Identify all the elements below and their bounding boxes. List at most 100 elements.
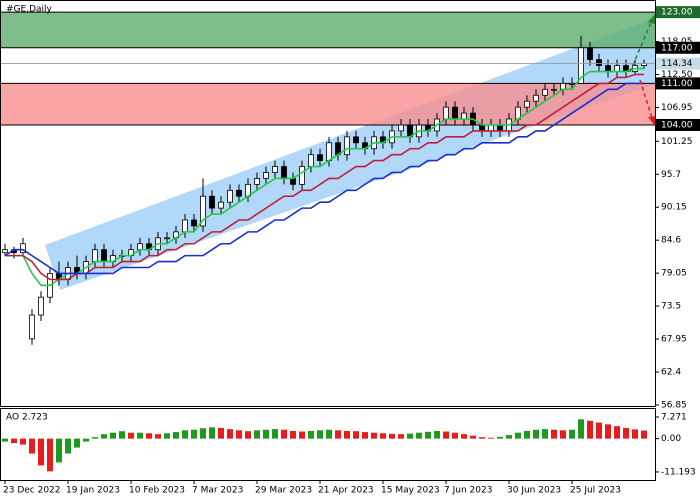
- ao-tick-label: 0.00: [661, 434, 681, 444]
- ao-bar: [317, 430, 323, 439]
- y-tick-label: 84.6: [661, 236, 681, 246]
- zone: [1, 12, 655, 48]
- level-label: 111.00: [661, 79, 693, 89]
- ao-bar: [416, 432, 422, 439]
- candle-body: [398, 124, 404, 132]
- last-price-box: [656, 57, 700, 70]
- ao-bar: [533, 429, 539, 439]
- ao-bar: [407, 433, 413, 439]
- ao-bar: [569, 429, 575, 439]
- x-tick-label: 10 Feb 2023: [129, 486, 185, 496]
- ao-bar: [263, 429, 269, 439]
- ao-bar: [452, 432, 458, 439]
- candle-body: [551, 88, 557, 91]
- y-tick-label: 62.4: [661, 368, 681, 378]
- ao-bar: [479, 437, 485, 439]
- moving-average: [5, 67, 644, 287]
- candle-body: [29, 314, 35, 340]
- candle-body: [326, 142, 332, 162]
- up-arrow-head: [648, 14, 655, 24]
- x-tick-label: 19 Jan 2023: [66, 486, 120, 496]
- ao-bar: [425, 431, 431, 439]
- candle-body: [443, 106, 449, 120]
- y-tick-label: 90.15: [661, 203, 687, 213]
- candle-body: [524, 100, 530, 108]
- ao-bar: [542, 429, 548, 439]
- ao-bar: [2, 438, 8, 442]
- ao-bar: [641, 430, 647, 439]
- ao-tick-label: 7.271: [661, 413, 687, 423]
- ao-bar: [461, 434, 467, 439]
- ao-bar: [362, 432, 368, 439]
- y-tick-label: 56.85: [661, 401, 687, 411]
- ao-bar: [371, 432, 377, 439]
- ao-bar: [74, 438, 80, 448]
- ao-bar: [380, 433, 386, 439]
- ao-bar: [137, 432, 143, 439]
- ao-bar: [29, 438, 35, 454]
- ao-bar: [254, 430, 260, 439]
- candle-body: [101, 249, 107, 262]
- ao-bar: [47, 438, 53, 472]
- level-box: [656, 118, 700, 131]
- ao-bar: [209, 427, 215, 439]
- price-frame: [0, 0, 656, 407]
- ao-bar: [119, 431, 125, 439]
- ao-bar: [272, 429, 278, 439]
- x-tick-label: 30 Jun 2023: [507, 486, 561, 496]
- ao-bar: [353, 431, 359, 439]
- candle-body: [182, 219, 188, 233]
- level-label: 104.00: [661, 120, 693, 130]
- candle-body: [596, 59, 602, 66]
- ao-bar: [515, 432, 521, 439]
- ao-bar: [335, 430, 341, 439]
- candle-body: [290, 178, 296, 185]
- ao-bar: [578, 419, 584, 439]
- candle-body: [254, 178, 260, 185]
- candle-body: [299, 166, 305, 185]
- candle-body: [587, 47, 593, 61]
- y-tick-label: 106.95: [661, 103, 693, 113]
- ao-bar: [191, 429, 197, 439]
- ao-title: AO 2.723: [6, 413, 48, 423]
- ao-bar: [443, 431, 449, 439]
- candle-body: [479, 124, 485, 132]
- ao-bar: [632, 429, 638, 439]
- candle-body: [542, 88, 548, 96]
- y-tick-label: 112.50: [661, 70, 693, 80]
- candle-body: [578, 47, 584, 84]
- level-box: [656, 41, 700, 54]
- ao-bar: [11, 438, 17, 444]
- y-tick-label: 79.05: [661, 269, 687, 279]
- candle-body: [272, 166, 278, 173]
- y-tick-label: 67.95: [661, 335, 687, 345]
- candle-body: [353, 136, 359, 144]
- candle-body: [38, 296, 44, 316]
- level-label: 123.00: [661, 8, 693, 18]
- ao-bar: [434, 430, 440, 439]
- candle-body: [2, 249, 8, 254]
- ao-bar: [92, 437, 98, 439]
- ao-bar: [281, 429, 287, 439]
- ao-bar: [101, 434, 107, 439]
- candle-body: [533, 94, 539, 102]
- ao-bar: [182, 430, 188, 439]
- ao-bar: [155, 434, 161, 439]
- candle-body: [236, 189, 242, 197]
- ao-bar: [83, 438, 89, 442]
- ao-bar: [389, 433, 395, 439]
- ao-bar: [497, 436, 503, 439]
- ao-bar: [506, 435, 512, 439]
- down-arrow-head: [648, 116, 656, 126]
- ao-bar: [470, 435, 476, 439]
- level-label: 117.00: [661, 43, 693, 53]
- ao-bar: [299, 431, 305, 439]
- ao-bar: [614, 426, 620, 439]
- candle-body: [497, 124, 503, 132]
- x-tick-label: 7 Jun 2023: [444, 486, 492, 496]
- candle-body: [20, 243, 26, 254]
- ao-bar: [173, 432, 179, 439]
- candle-body: [461, 112, 467, 120]
- ao-bar: [200, 428, 206, 439]
